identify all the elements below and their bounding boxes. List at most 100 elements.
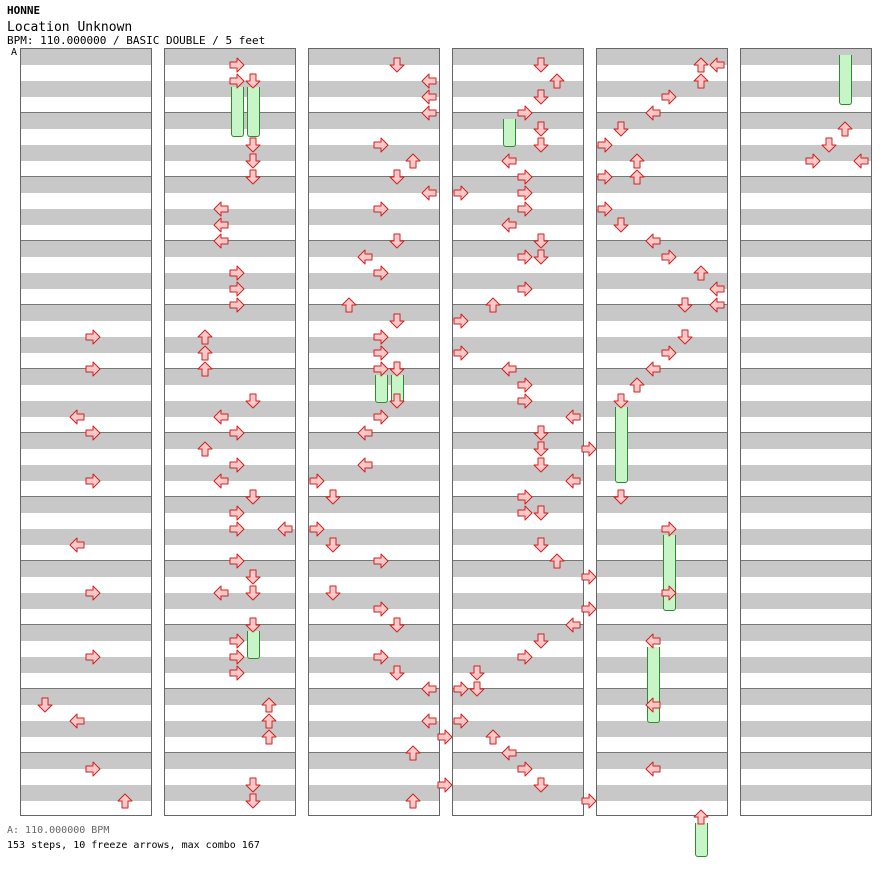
measure-line xyxy=(21,240,151,241)
step-arrow-P2-left-icon xyxy=(229,457,245,473)
freeze-arrow-P2-left xyxy=(374,375,388,403)
step-arrow-P2-left-icon xyxy=(661,521,677,537)
column-grid xyxy=(309,49,439,815)
chart-column-2 xyxy=(164,48,296,816)
step-arrow-P1-right-icon xyxy=(645,633,661,649)
step-arrow-P1-right-icon xyxy=(69,713,85,729)
step-arrow-P2-down-icon xyxy=(533,425,549,441)
step-arrow-P1-down-icon xyxy=(325,585,341,601)
measure-line xyxy=(453,624,583,625)
measure-line xyxy=(21,176,151,177)
step-arrow-P2-left-icon xyxy=(517,249,533,265)
measure-line xyxy=(597,560,727,561)
step-arrow-P2-right-icon xyxy=(421,89,437,105)
step-arrow-P1-right-icon xyxy=(213,409,229,425)
step-arrow-P2-down-icon xyxy=(533,249,549,265)
step-arrow-P2-left-icon xyxy=(373,201,389,217)
step-arrow-P1-right-icon xyxy=(645,105,661,121)
step-arrow-P2-left-icon xyxy=(85,761,101,777)
step-arrow-P2-right-icon xyxy=(709,297,725,313)
step-arrow-P2-right-icon xyxy=(277,521,293,537)
step-arrow-P2-left-icon xyxy=(517,393,533,409)
chart-meta: BPM: 110.000000 / BASIC DOUBLE / 5 feet xyxy=(7,34,266,47)
step-arrow-P2-right-icon xyxy=(421,105,437,121)
step-arrow-P2-down-icon xyxy=(389,665,405,681)
measure-line xyxy=(309,176,439,177)
step-arrow-P1-up-icon xyxy=(197,329,213,345)
step-arrow-undefined-icon xyxy=(581,601,597,617)
step-arrow-P2-left-icon xyxy=(517,169,533,185)
measure-line xyxy=(21,752,151,753)
measure-line xyxy=(597,240,727,241)
step-arrow-P1-up-icon xyxy=(341,297,357,313)
step-arrow-P2-left-icon xyxy=(229,73,245,89)
step-arrow-P2-up-icon xyxy=(549,553,565,569)
step-arrow-P2-left-icon xyxy=(373,409,389,425)
step-arrow-P2-left-icon xyxy=(373,345,389,361)
step-arrow-P1-left-icon xyxy=(597,137,613,153)
measure-line xyxy=(309,752,439,753)
measure-line xyxy=(309,624,439,625)
step-arrow-P2-down-icon xyxy=(245,569,261,585)
step-arrow-P2-left-icon xyxy=(229,505,245,521)
step-arrow-P2-right-icon xyxy=(565,409,581,425)
measure-line xyxy=(741,752,871,753)
step-arrow-P1-up-icon xyxy=(629,169,645,185)
step-arrow-P2-left-icon xyxy=(373,137,389,153)
measure-line xyxy=(453,560,583,561)
step-arrow-P2-left-icon xyxy=(517,649,533,665)
step-arrow-P2-left-icon xyxy=(229,57,245,73)
step-arrow-P2-down-icon xyxy=(533,89,549,105)
measure-line xyxy=(21,304,151,305)
chart-column-4 xyxy=(452,48,597,816)
step-arrow-P2-up-icon xyxy=(261,729,277,745)
step-arrow-P2-down-icon xyxy=(533,457,549,473)
step-arrow-P2-left-icon xyxy=(373,601,389,617)
step-arrow-P2-left-icon xyxy=(517,761,533,777)
step-arrow-P2-left-icon xyxy=(85,329,101,345)
step-arrow-P2-up-icon xyxy=(117,793,133,809)
step-arrow-P1-right-icon xyxy=(213,217,229,233)
step-arrow-P2-down-icon xyxy=(821,137,837,153)
step-arrow-P2-down-icon xyxy=(245,585,261,601)
freeze-arrow-P2-left xyxy=(230,87,244,137)
step-arrow-P2-left-icon xyxy=(661,249,677,265)
step-arrow-P2-down-icon xyxy=(245,793,261,809)
step-arrow-P2-left-icon xyxy=(661,585,677,601)
step-arrow-P1-left-icon xyxy=(597,201,613,217)
step-arrow-P2-left-icon xyxy=(517,201,533,217)
step-arrow-P2-left-icon xyxy=(517,105,533,121)
step-arrow-P1-up-icon xyxy=(629,153,645,169)
step-arrow-P1-down-icon xyxy=(613,121,629,137)
measure-line xyxy=(741,496,871,497)
step-arrow-P2-up-icon xyxy=(693,57,709,73)
step-arrow-P2-left-icon xyxy=(805,153,821,169)
step-arrow-P1-right-icon xyxy=(213,585,229,601)
measure-line xyxy=(453,368,583,369)
step-arrow-P1-down-icon xyxy=(37,697,53,713)
measure-line xyxy=(309,496,439,497)
column-grid xyxy=(741,49,871,815)
step-arrow-P2-down-icon xyxy=(677,297,693,313)
step-arrow-P2-up-icon xyxy=(549,73,565,89)
measure-line xyxy=(21,624,151,625)
step-arrow-P2-up-icon xyxy=(693,73,709,89)
step-arrow-P2-left-icon xyxy=(85,649,101,665)
step-arrow-P1-left-icon xyxy=(453,185,469,201)
step-stats: 153 steps, 10 freeze arrows, max combo 1… xyxy=(7,840,260,851)
step-arrow-undefined-icon xyxy=(581,793,597,809)
step-arrow-P2-up-icon xyxy=(261,713,277,729)
step-arrow-P2-down-icon xyxy=(533,137,549,153)
measure-line xyxy=(741,688,871,689)
measure-line xyxy=(597,624,727,625)
step-arrow-P2-up-icon xyxy=(261,697,277,713)
measure-line xyxy=(597,432,727,433)
step-arrow-P2-left-icon xyxy=(229,265,245,281)
measure-line xyxy=(597,304,727,305)
step-arrow-P2-left-icon xyxy=(517,489,533,505)
step-arrow-P2-down-icon xyxy=(389,617,405,633)
step-arrow-P2-down-icon xyxy=(245,617,261,633)
step-arrow-P1-left-icon xyxy=(597,169,613,185)
measure-line xyxy=(453,432,583,433)
step-arrow-P2-left-icon xyxy=(229,521,245,537)
